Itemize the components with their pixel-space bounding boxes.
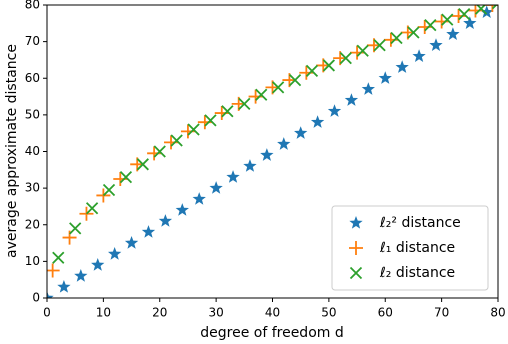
y-tick-label: 50 bbox=[25, 107, 40, 121]
legend-item: ℓ₂ distance bbox=[349, 265, 455, 281]
point bbox=[412, 49, 426, 62]
point bbox=[107, 247, 122, 260]
legend-label: ℓ₁ distance bbox=[379, 240, 455, 256]
point bbox=[463, 16, 477, 29]
legend-marker bbox=[349, 266, 363, 280]
point bbox=[474, 5, 488, 15]
y-axis-label: average approximate distance bbox=[4, 44, 20, 258]
point bbox=[187, 123, 200, 136]
y-tick-label: 30 bbox=[25, 181, 40, 195]
point bbox=[485, 5, 498, 12]
point bbox=[91, 258, 105, 271]
point bbox=[226, 170, 240, 183]
point bbox=[47, 291, 54, 298]
point bbox=[124, 236, 139, 249]
y-tick-label: 60 bbox=[25, 71, 40, 85]
point bbox=[96, 188, 111, 203]
point bbox=[327, 104, 342, 117]
legend-label: ℓ₂ distance bbox=[379, 265, 455, 281]
point bbox=[361, 82, 375, 95]
point bbox=[192, 192, 206, 205]
legend-item: ℓ₁ distance bbox=[349, 240, 455, 256]
point bbox=[429, 38, 443, 51]
legend-label: ℓ₂² distance bbox=[379, 215, 461, 231]
point bbox=[255, 88, 268, 101]
x-tick-label: 50 bbox=[321, 306, 336, 320]
legend-marker bbox=[349, 241, 363, 255]
plot-frame bbox=[46, 4, 499, 299]
point bbox=[288, 73, 302, 87]
point bbox=[395, 60, 409, 73]
point bbox=[153, 145, 166, 158]
point bbox=[85, 202, 99, 215]
y-tick-label: 10 bbox=[25, 254, 40, 268]
x-tick-label: 60 bbox=[378, 306, 393, 320]
x-tick-label: 0 bbox=[43, 306, 51, 320]
point bbox=[277, 137, 291, 150]
point bbox=[79, 206, 94, 221]
point bbox=[136, 158, 149, 171]
y-tick-label: 40 bbox=[25, 144, 40, 158]
x-tick-label: 20 bbox=[152, 306, 167, 320]
x-axis-label: degree of freedom d bbox=[200, 325, 344, 341]
point bbox=[373, 39, 386, 52]
point bbox=[102, 183, 116, 197]
point bbox=[260, 148, 274, 161]
point bbox=[441, 13, 454, 26]
point bbox=[344, 93, 359, 106]
point bbox=[57, 280, 71, 293]
y-tick-label: 70 bbox=[25, 34, 40, 48]
point bbox=[491, 5, 498, 10]
legend-box bbox=[331, 205, 489, 291]
point bbox=[378, 71, 392, 84]
point bbox=[74, 269, 88, 282]
point bbox=[69, 222, 82, 235]
y-tick-label: 20 bbox=[25, 217, 40, 231]
point bbox=[52, 251, 65, 264]
x-tick-label: 80 bbox=[490, 306, 505, 320]
y-tick-label: 80 bbox=[25, 0, 40, 12]
point bbox=[272, 81, 285, 94]
point bbox=[170, 134, 183, 147]
point bbox=[294, 126, 308, 139]
point bbox=[446, 27, 460, 40]
point bbox=[204, 114, 217, 127]
x-tick-label: 30 bbox=[208, 306, 223, 320]
point bbox=[175, 203, 189, 216]
point bbox=[221, 105, 234, 118]
point bbox=[47, 263, 60, 278]
y-tick-label: 0 bbox=[32, 291, 40, 305]
point bbox=[390, 31, 403, 45]
point bbox=[158, 214, 173, 227]
point bbox=[238, 97, 251, 111]
point bbox=[407, 26, 420, 39]
point bbox=[310, 115, 325, 128]
plot-area bbox=[47, 5, 498, 298]
point bbox=[62, 230, 77, 245]
point bbox=[209, 181, 223, 194]
point bbox=[339, 51, 352, 65]
x-tick-label: 10 bbox=[96, 306, 111, 320]
point bbox=[305, 64, 319, 78]
point bbox=[119, 171, 133, 184]
point bbox=[458, 8, 471, 21]
point bbox=[322, 59, 336, 72]
point bbox=[480, 5, 494, 18]
x-tick-label: 70 bbox=[434, 306, 449, 320]
legend-item: ℓ₂² distance bbox=[349, 215, 461, 231]
point bbox=[243, 159, 257, 172]
point bbox=[356, 44, 369, 57]
legend-marker bbox=[349, 216, 363, 229]
x-tick-label: 40 bbox=[265, 306, 280, 320]
point bbox=[424, 19, 437, 32]
point bbox=[141, 225, 156, 238]
